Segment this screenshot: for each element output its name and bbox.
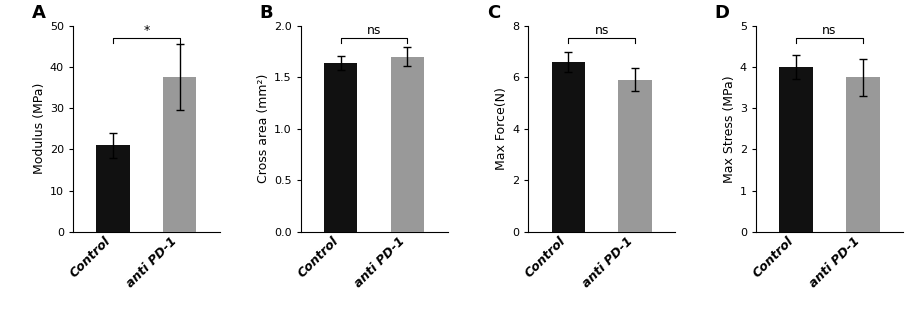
Text: C: C	[486, 4, 500, 22]
Bar	[845, 77, 878, 232]
Bar	[779, 67, 812, 232]
Text: D: D	[714, 4, 729, 22]
Text: ns: ns	[822, 24, 835, 37]
Bar	[323, 63, 357, 232]
Y-axis label: Cross area (mm²): Cross area (mm²)	[256, 74, 270, 184]
Bar	[551, 62, 585, 232]
Y-axis label: Max Stress (MPa): Max Stress (MPa)	[722, 75, 735, 183]
Bar	[618, 80, 651, 232]
Text: ns: ns	[366, 24, 381, 37]
Text: A: A	[32, 4, 46, 22]
Bar	[163, 77, 196, 232]
Bar	[97, 145, 129, 232]
Y-axis label: Max Force(N): Max Force(N)	[495, 87, 507, 170]
Text: ns: ns	[594, 24, 609, 37]
Text: *: *	[143, 24, 149, 37]
Bar	[390, 57, 424, 232]
Text: B: B	[260, 4, 272, 22]
Y-axis label: Modulus (MPa): Modulus (MPa)	[33, 83, 46, 175]
